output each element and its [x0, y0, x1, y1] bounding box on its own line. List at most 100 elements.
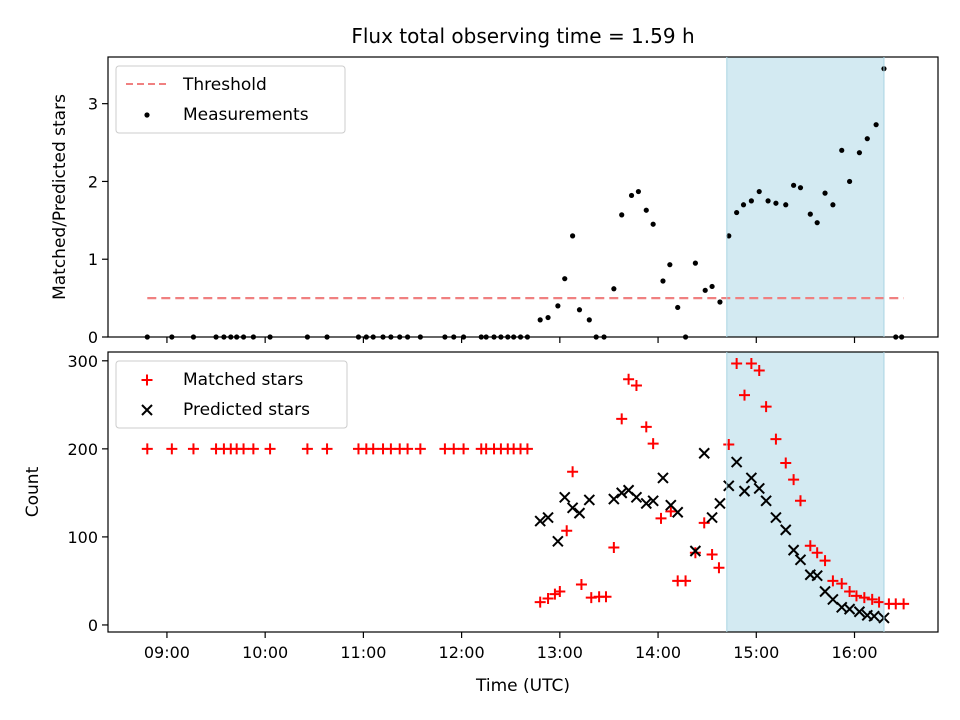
bottom-y-axis-label: Count: [23, 466, 43, 517]
top-legend-box: [115, 65, 346, 134]
measurement-point: [635, 188, 642, 195]
matched-star-point: [534, 596, 546, 608]
legend-measurements-label: Measurements: [183, 105, 309, 125]
legend-matched-swatch: [141, 374, 153, 386]
measurement-point: [586, 317, 592, 323]
matched-star-point: [723, 438, 735, 450]
matched-star-point: [731, 357, 743, 369]
matched-star-point: [836, 578, 848, 590]
top-x-ticks: [166, 337, 856, 343]
matched-star-point: [780, 457, 792, 469]
matched-star-point: [616, 413, 628, 425]
measurement-point: [555, 303, 561, 309]
predicted-star-point: [630, 491, 643, 503]
matched-star-point: [689, 547, 701, 559]
matched-star-point: [521, 443, 533, 455]
matched-star-point: [166, 443, 178, 455]
measurement-point: [773, 200, 779, 206]
measurement-point: [797, 185, 804, 191]
bottom-y-ticks: 0 100 200 300: [67, 352, 108, 635]
measurement-point: [734, 209, 740, 216]
matched-star-point: [567, 466, 579, 478]
predicted-star-point: [827, 593, 839, 606]
predicted-star-point: [566, 502, 579, 514]
predicted-star-point: [811, 569, 823, 582]
matched-star-point: [866, 593, 878, 605]
matched-star-point: [554, 585, 566, 597]
y-tick-label: 2: [88, 172, 98, 191]
matched-star-point: [858, 592, 870, 604]
matched-star-point: [187, 443, 199, 455]
measurement-point: [756, 188, 762, 195]
measurement-point: [839, 147, 845, 153]
bottom-x-ticks: 09:00 10:00 11:00 12:00 13:00 14:00 15:00 16:00: [144, 632, 878, 662]
predicted-star-point: [868, 610, 880, 622]
top-legend: Threshold Measurements: [115, 65, 346, 134]
matched-star-point: [804, 540, 816, 552]
measurement-point: [537, 317, 543, 323]
measurement-point: [783, 202, 789, 208]
measurement-point: [628, 192, 635, 199]
matched-star-point: [623, 373, 635, 385]
measurement-point: [576, 307, 583, 313]
predicted-star-point: [671, 506, 684, 518]
matched-star-point: [414, 443, 426, 455]
matched-star-point: [630, 379, 642, 391]
matched-star-point: [647, 438, 659, 450]
predicted-star-point: [647, 495, 659, 507]
x-tick-label: 13:00: [537, 643, 583, 662]
matched-star-point: [811, 547, 823, 559]
matched-star-point: [321, 443, 333, 455]
legend-predicted-swatch: [141, 404, 153, 416]
y-tick-label: 300: [67, 352, 98, 371]
predicted-star-point: [730, 456, 743, 468]
predicted-star-point: [583, 494, 596, 506]
x-tick-label: 14:00: [635, 643, 681, 662]
matched-star-point: [706, 549, 718, 561]
y-tick-label: 1: [88, 250, 98, 269]
y-tick-label: 0: [88, 616, 98, 635]
measurement-point: [545, 314, 551, 321]
y-tick-label: 200: [67, 440, 98, 459]
legend-predicted-label: Predicted stars: [183, 400, 310, 420]
bottom-panel: 0 100 200 300 09:00 10:00 11:00 12:00 13:00 14:0…: [23, 351, 939, 696]
predicted-star-point: [640, 497, 652, 510]
predicted-star-point: [608, 493, 620, 505]
matched-star-point: [794, 495, 806, 507]
matched-star-point: [753, 364, 765, 376]
measurement-point: [765, 198, 771, 204]
matched-star-point: [680, 575, 692, 587]
predicted-star-point: [657, 472, 669, 484]
legend-measurements-swatch: [144, 112, 150, 118]
matched-star-point: [850, 590, 862, 602]
x-tick-label: 09:00: [144, 643, 190, 662]
predicted-star-point: [753, 482, 765, 495]
predicted-star-point: [542, 511, 554, 524]
predicted-star-point: [616, 487, 628, 499]
matched-star-point: [247, 443, 259, 455]
chart-title: Flux total observing time = 1.59 h: [351, 24, 694, 48]
measurement-point: [667, 262, 673, 268]
matched-star-point: [770, 433, 782, 445]
predicted-star-point: [745, 472, 758, 484]
measurement-point: [873, 122, 879, 128]
matched-star-point: [458, 443, 470, 455]
legend-x-marker: [141, 404, 153, 416]
matched-star-point: [898, 598, 910, 610]
matched-star-point: [367, 443, 379, 455]
matched-star-point: [873, 596, 885, 608]
matched-star-point: [760, 401, 772, 413]
matched-star-point: [402, 443, 414, 455]
matched-star-point: [238, 443, 250, 455]
predicted-stars-layer: [534, 447, 890, 624]
y-tick-label: 0: [88, 328, 98, 347]
measurement-point: [748, 198, 754, 204]
y-tick-label: 3: [88, 95, 98, 114]
matched-star-point: [713, 562, 725, 574]
predicted-star-point: [559, 491, 571, 503]
bottom-plot-frame: [107, 351, 939, 633]
legend-matched-label: Matched stars: [183, 370, 303, 390]
measurement-point: [562, 276, 568, 282]
